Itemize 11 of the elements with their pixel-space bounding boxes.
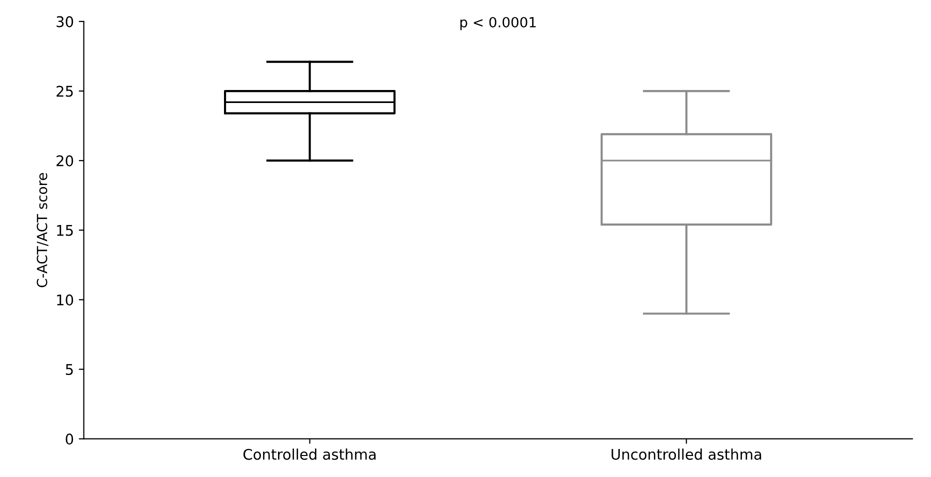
y-tick-label: 25: [56, 86, 73, 97]
y-tick-label: 30: [56, 16, 74, 28]
x-tick-label: Controlled asthma: [243, 448, 376, 460]
y-tick-label: 20: [56, 155, 74, 166]
y-axis-title: C-ACT/ACT score: [36, 173, 48, 288]
y-tick-label: 15: [57, 225, 73, 236]
y-tick-label: 0: [66, 434, 74, 445]
annotation: p < 0.0001: [460, 16, 536, 30]
y-tick-label: 10: [57, 294, 74, 306]
y-tick-label: 5: [66, 364, 73, 376]
x-tick-label: Uncontrolled asthma: [612, 448, 762, 460]
